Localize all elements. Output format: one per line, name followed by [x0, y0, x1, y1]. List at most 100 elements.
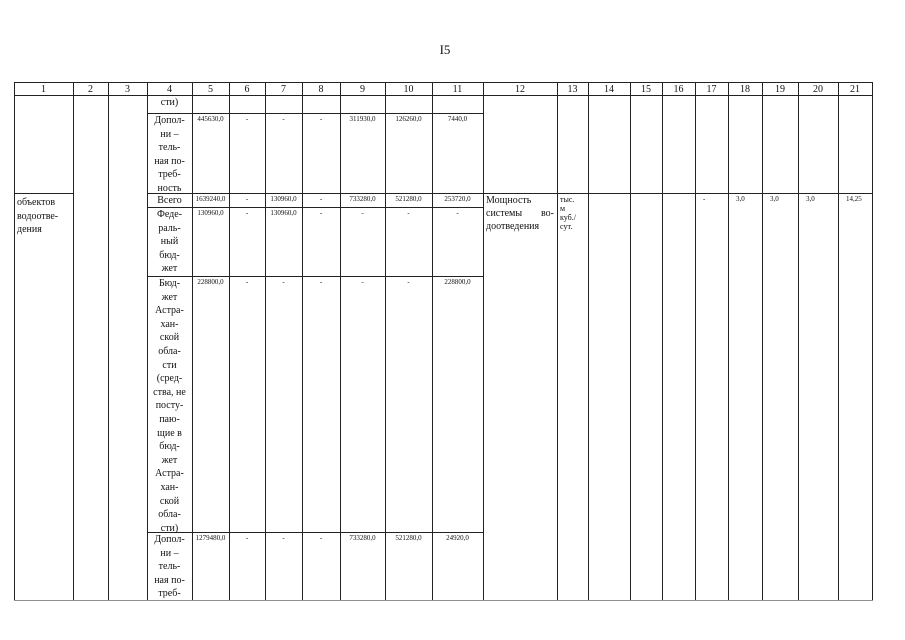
- table-border: [872, 82, 873, 600]
- header-cell: 2: [88, 84, 93, 95]
- table-border: [14, 600, 873, 601]
- table-cell: 1279480,0: [195, 534, 226, 542]
- table-cell: 521280,0: [395, 195, 422, 203]
- header-cell: 3: [125, 84, 130, 95]
- table-cell: -: [319, 278, 323, 286]
- table-border: [483, 82, 484, 600]
- table-cell: -: [245, 278, 249, 286]
- table-border: [432, 82, 433, 600]
- table-border: [838, 82, 839, 600]
- header-cell: 21: [850, 84, 860, 95]
- table-border: [14, 95, 873, 96]
- table-border: [557, 82, 558, 600]
- table-cell: -: [319, 195, 323, 203]
- table-cell: -: [282, 115, 285, 123]
- table-border: [630, 82, 631, 600]
- table-border: [147, 193, 873, 194]
- table-cell: 311930,0: [349, 115, 376, 123]
- table-border: [728, 82, 729, 600]
- table-border: [588, 82, 589, 600]
- table-cell: 14,25: [846, 195, 862, 203]
- table-cell: 130960,0: [197, 209, 224, 217]
- table-cell: 521280,0: [395, 534, 422, 542]
- table-cell: 130960,0: [270, 195, 297, 203]
- table-border: [265, 82, 266, 600]
- table-cell: -: [703, 195, 706, 203]
- table-border: [147, 207, 483, 208]
- table-border: [762, 82, 763, 600]
- header-cell: 10: [403, 84, 414, 95]
- table-cell: 733280,0: [349, 534, 376, 542]
- header-cell: 7: [281, 84, 286, 95]
- table-border: [229, 82, 230, 600]
- header-cell: 19: [775, 84, 785, 95]
- table-cell: 445630,0: [197, 115, 224, 123]
- table-cell: сти): [160, 97, 179, 108]
- table-cell: -: [407, 209, 410, 217]
- header-cell: 11: [452, 84, 463, 95]
- table-border: [147, 276, 483, 277]
- table-cell: 1639240,0: [195, 195, 226, 203]
- table-cell: -: [407, 278, 410, 286]
- table-border: [147, 113, 483, 114]
- table-cell: -: [361, 209, 364, 217]
- header-cell: 18: [740, 84, 750, 95]
- table-border: [385, 82, 386, 600]
- table-cell: 130960,0: [270, 209, 297, 217]
- header-cell: 15: [641, 84, 651, 95]
- header-cell: 4: [167, 84, 172, 95]
- table-cell: Всего: [157, 195, 182, 206]
- table-border: [798, 82, 799, 600]
- table-cell: -: [245, 209, 249, 217]
- table-cell: Феде- раль- ный бюд- жет: [156, 209, 183, 275]
- table-border: [340, 82, 341, 600]
- table-border: [14, 82, 873, 83]
- table-cell: Мощность системы во-доотведения: [486, 195, 554, 232]
- table-cell: -: [245, 115, 249, 123]
- header-cell: 16: [673, 84, 684, 95]
- table-cell: -: [361, 278, 364, 286]
- table-border: [302, 82, 303, 600]
- table-cell: 733280,0: [349, 195, 376, 203]
- table-cell: -: [282, 278, 285, 286]
- table-border: [14, 82, 15, 600]
- table-cell: 7440,0: [447, 115, 468, 123]
- header-cell: 12: [515, 84, 525, 95]
- table-cell: Бюд- жет Астра- хан- ской обла- сти (сре…: [153, 278, 186, 534]
- table-border: [108, 82, 109, 600]
- table-cell: 228800,0: [444, 278, 471, 286]
- table-cell: Допол- ни – тель- ная по- треб-: [154, 534, 185, 598]
- table-cell: 3,0: [806, 195, 815, 203]
- table-cell: 126260,0: [395, 115, 422, 123]
- table-border: [73, 82, 74, 600]
- table-cell: -: [319, 534, 323, 542]
- table-cell: тыс. м куб./ сут.: [560, 195, 576, 231]
- table-cell: -: [456, 209, 459, 217]
- table-cell: -: [319, 209, 323, 217]
- header-cell: 8: [318, 84, 324, 95]
- table-cell: -: [319, 115, 323, 123]
- header-cell: 9: [360, 84, 365, 95]
- table-cell: 3,0: [736, 195, 745, 203]
- table-cell: -: [245, 195, 249, 203]
- header-cell: 13: [567, 84, 578, 95]
- table-cell: 228800,0: [197, 278, 224, 286]
- table-cell: 3,0: [770, 195, 779, 203]
- table-border: [662, 82, 663, 600]
- table-cell: 253720,0: [444, 195, 471, 203]
- table-border: [695, 82, 696, 600]
- header-cell: 6: [244, 84, 250, 95]
- table-border: [147, 532, 483, 533]
- table-border: [147, 82, 148, 600]
- table-cell: объектов водоотве- дения: [17, 197, 59, 236]
- table-cell: 24920,0: [446, 534, 469, 542]
- header-cell: 20: [813, 84, 823, 95]
- header-cell: 5: [208, 84, 213, 95]
- header-cell: 14: [604, 84, 614, 95]
- table-border: [192, 82, 193, 600]
- table-cell: Допол- ни – тель- ная по- треб- ность: [154, 115, 185, 194]
- header-cell: 1: [41, 84, 46, 95]
- table-cell: -: [282, 534, 285, 542]
- table-cell: -: [245, 534, 249, 542]
